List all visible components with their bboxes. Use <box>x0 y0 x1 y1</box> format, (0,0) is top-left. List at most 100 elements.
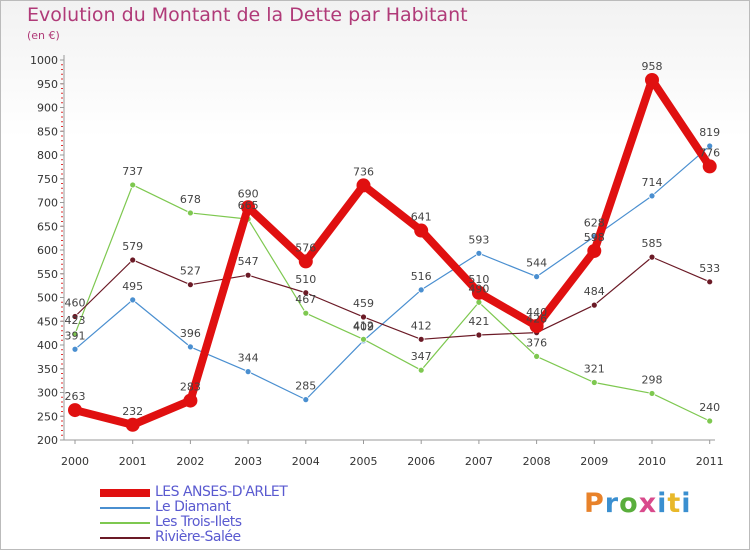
y-tick-label: 600 <box>37 244 58 257</box>
legend-swatch <box>100 537 150 539</box>
data-point <box>129 296 137 304</box>
data-label: 678 <box>180 193 201 206</box>
data-point <box>244 368 252 376</box>
data-point <box>706 278 714 286</box>
data-label: 776 <box>699 146 720 159</box>
data-label: 285 <box>295 380 316 393</box>
y-tick-label: 350 <box>37 363 58 376</box>
y-tick-label: 1000 <box>30 54 58 67</box>
x-tick-label: 2006 <box>407 455 435 468</box>
data-point <box>356 178 371 193</box>
data-point <box>360 313 367 321</box>
data-label: 593 <box>468 233 489 246</box>
data-label: 547 <box>238 255 259 268</box>
data-label: 263 <box>65 390 86 403</box>
data-label: 421 <box>468 315 489 328</box>
data-label: 412 <box>411 319 432 332</box>
data-point <box>241 200 256 215</box>
data-label: 516 <box>411 270 432 283</box>
y-tick-label: 250 <box>37 410 58 423</box>
legend-label: Le Diamant <box>155 499 231 515</box>
data-point <box>360 335 367 343</box>
x-tick-label: 2009 <box>580 455 608 468</box>
data-label: 579 <box>122 240 143 253</box>
chart-series <box>68 72 717 432</box>
data-label: 628 <box>584 217 605 230</box>
data-label: 736 <box>353 165 374 178</box>
y-tick-label: 500 <box>37 292 58 305</box>
data-label: 459 <box>353 297 374 310</box>
data-label: 958 <box>642 60 663 73</box>
data-label: 527 <box>180 265 201 278</box>
data-point <box>533 273 540 281</box>
data-label: 409 <box>353 321 374 334</box>
data-point <box>186 209 194 217</box>
data-label: 347 <box>411 350 432 363</box>
legend-label: Rivière-Salée <box>155 529 241 545</box>
data-point <box>129 256 137 264</box>
data-point <box>244 271 252 279</box>
data-label: 298 <box>642 373 663 386</box>
data-label: 321 <box>584 363 605 376</box>
data-point <box>298 254 313 269</box>
chart-data-labels: 391 495 396 344 285 409 516 593 544 628 714 819 423 7… <box>65 60 721 418</box>
data-label: 440 <box>526 306 547 319</box>
data-point <box>417 366 425 374</box>
data-label: 426 <box>526 313 547 326</box>
x-tick-label: 2010 <box>638 455 666 468</box>
data-label: 510 <box>295 273 316 286</box>
data-point <box>71 345 79 353</box>
data-label: 490 <box>468 282 489 295</box>
y-tick-label: 400 <box>37 339 58 352</box>
y-tick-label: 550 <box>37 268 58 281</box>
data-point <box>587 243 602 258</box>
y-tick-label: 950 <box>37 78 58 91</box>
data-point <box>129 181 137 189</box>
data-label: 495 <box>122 280 143 293</box>
data-point <box>71 313 79 320</box>
chart-title: Evolution du Montant de la Dette par Hab… <box>27 4 468 26</box>
data-point <box>183 393 198 408</box>
y-tick-label: 650 <box>37 220 58 233</box>
data-label: 819 <box>699 126 720 139</box>
data-point <box>590 379 598 386</box>
data-point <box>471 285 486 300</box>
data-point <box>475 298 483 306</box>
data-point <box>475 249 483 257</box>
data-point <box>417 286 425 294</box>
data-label: 690 <box>238 187 259 200</box>
data-label: 391 <box>65 329 86 342</box>
data-label: 396 <box>180 327 201 340</box>
data-label: 240 <box>699 401 720 414</box>
data-point <box>590 301 598 309</box>
y-tick-label: 900 <box>37 102 58 115</box>
legend-label: Les Trois-Ilets <box>155 514 242 530</box>
data-point <box>648 253 656 261</box>
y-tick-label: 700 <box>37 197 58 210</box>
data-point <box>68 403 82 418</box>
data-point <box>648 390 656 397</box>
data-label: 665 <box>238 199 259 212</box>
data-point <box>414 223 429 238</box>
x-tick-label: 2005 <box>350 455 378 468</box>
y-tick-label: 850 <box>37 125 58 138</box>
data-point <box>645 72 659 87</box>
legend-swatch <box>100 507 150 509</box>
y-tick-label: 200 <box>37 434 58 447</box>
x-tick-label: 2000 <box>61 455 89 468</box>
data-label: 344 <box>238 352 259 365</box>
x-tick-label: 2002 <box>176 455 204 468</box>
data-point <box>533 352 540 360</box>
data-point <box>475 331 483 339</box>
data-point <box>702 159 717 174</box>
series-line <box>74 184 711 422</box>
data-point <box>186 343 194 351</box>
data-label: 544 <box>526 257 547 270</box>
proxiti-logo: Proxiti <box>584 488 692 519</box>
series-line <box>74 256 711 340</box>
data-point <box>71 330 79 338</box>
data-label: 283 <box>180 381 201 394</box>
data-label: 467 <box>295 293 316 306</box>
